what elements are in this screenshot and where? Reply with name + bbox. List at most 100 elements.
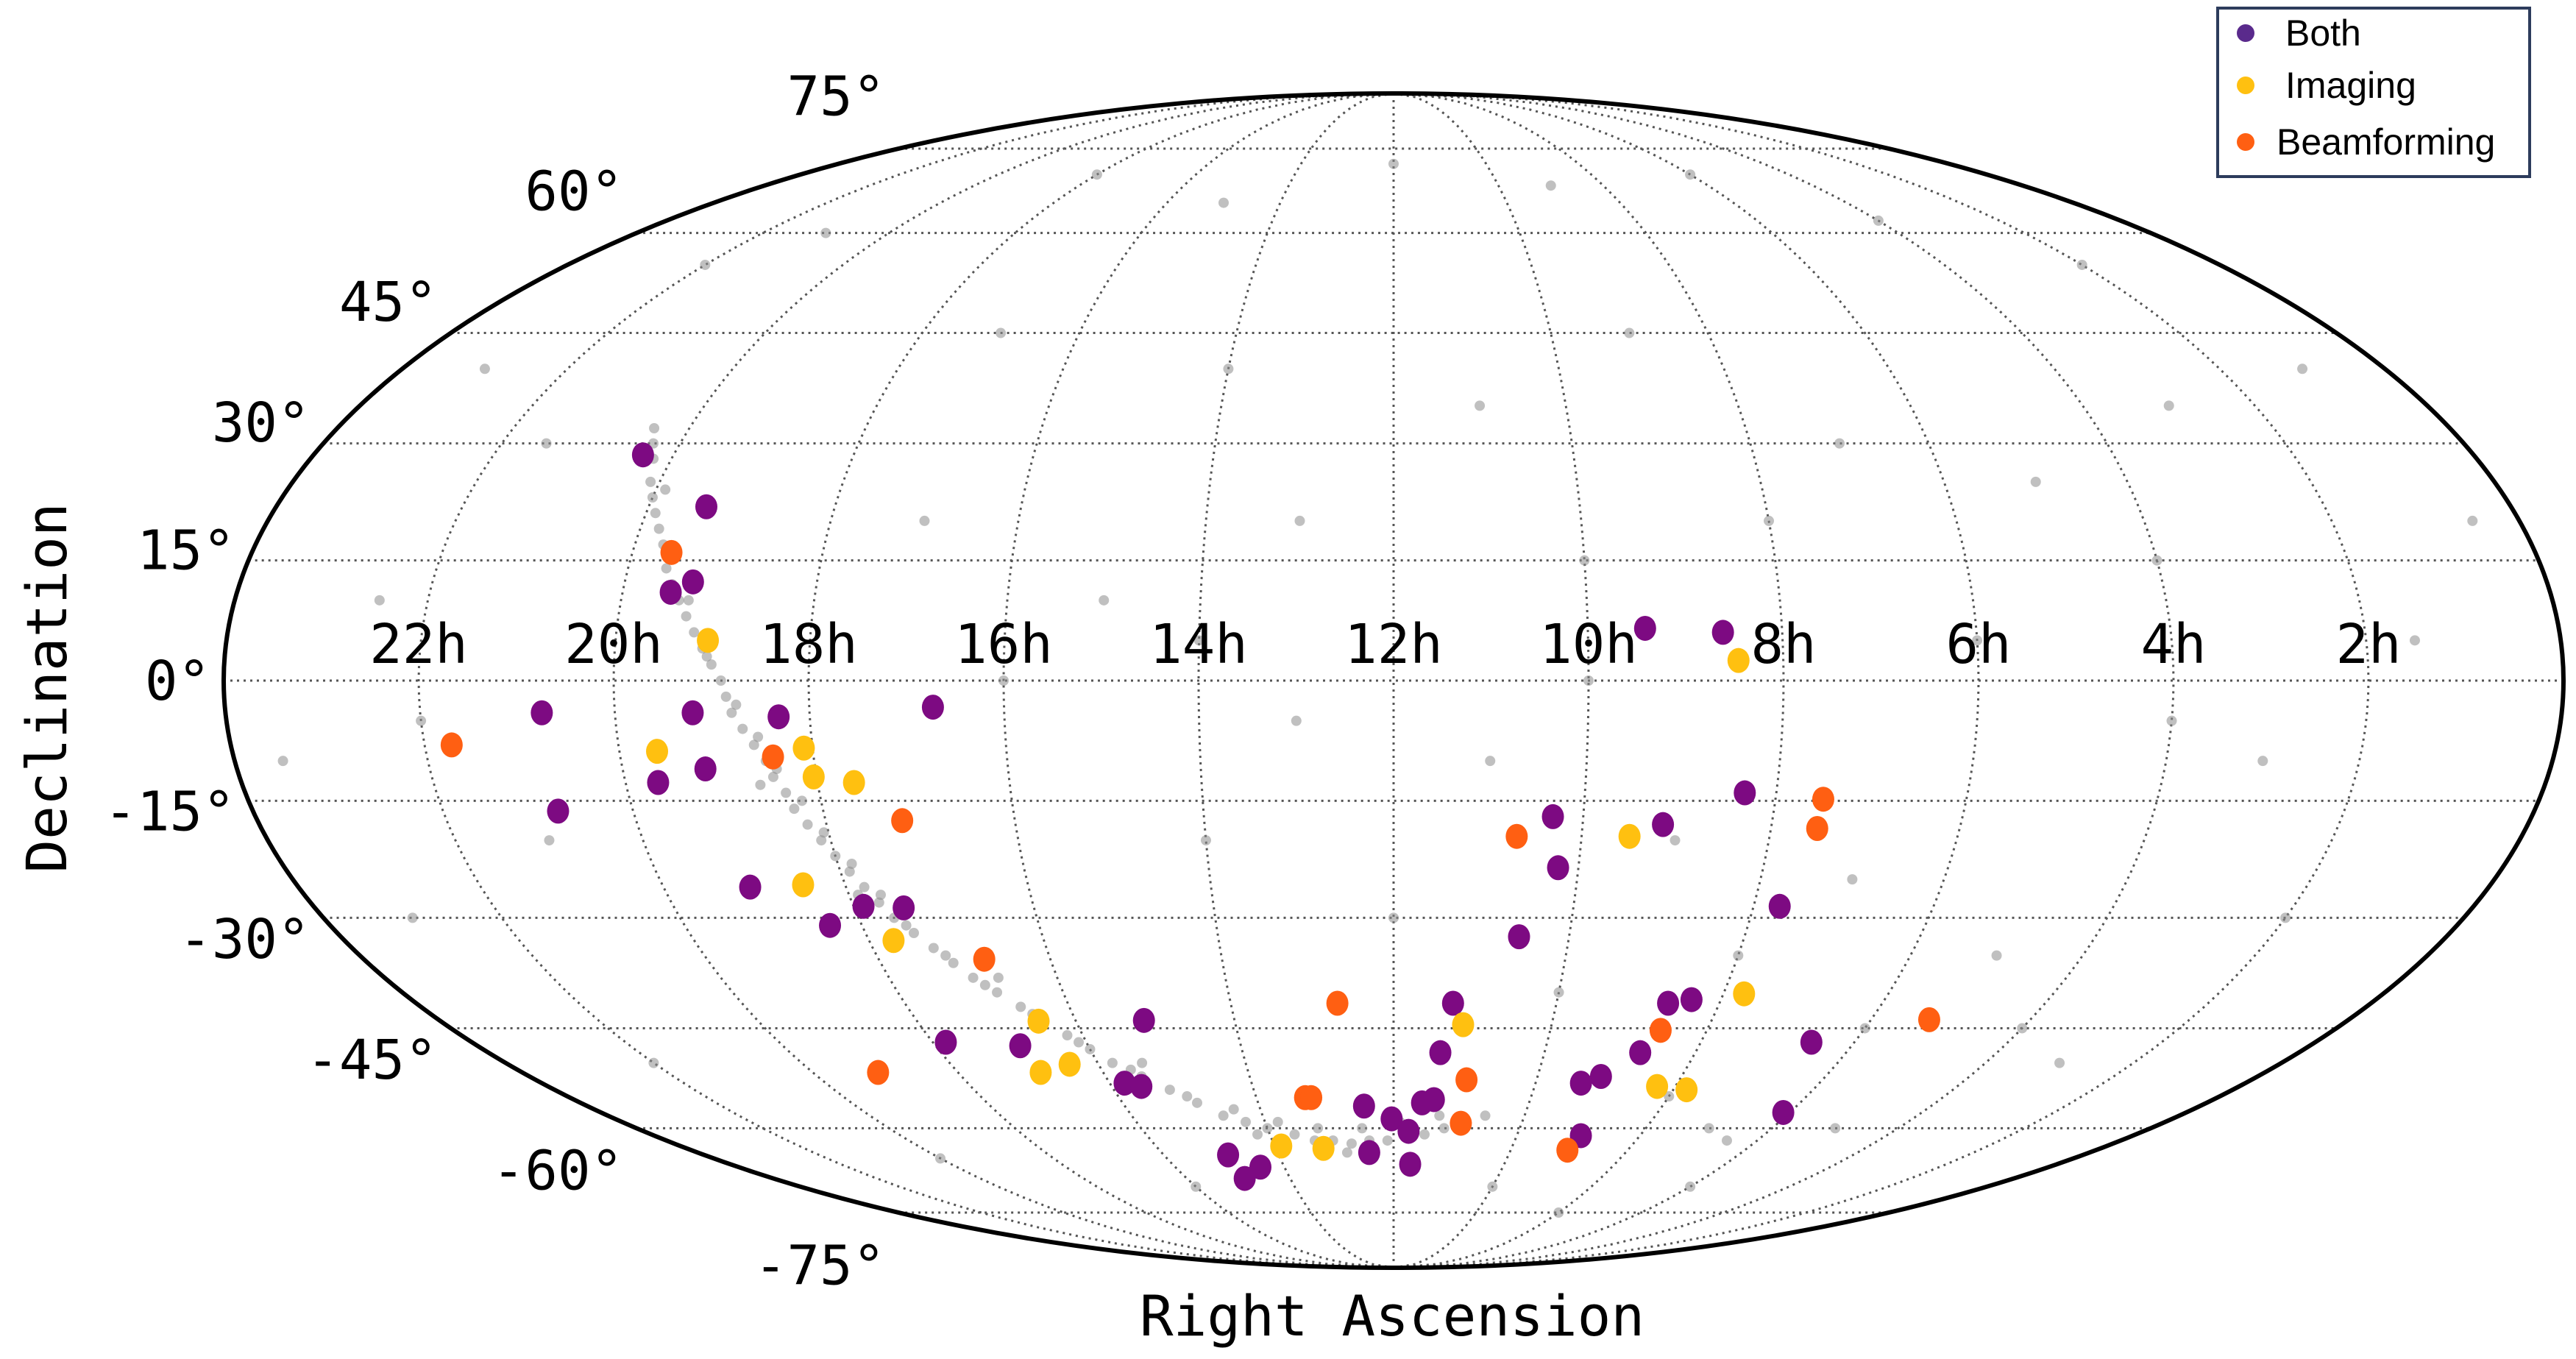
background-point	[1289, 1129, 1300, 1140]
background-point	[755, 779, 766, 790]
projection-boundary	[221, 91, 2566, 1270]
point-both	[1352, 1093, 1375, 1119]
point-both	[1399, 1152, 1422, 1177]
point-both	[1652, 812, 1675, 837]
background-point	[940, 950, 951, 961]
legend: Both Imaging Beamforming	[2216, 7, 2531, 178]
point-both	[1711, 620, 1734, 645]
point-imaging	[1027, 1008, 1050, 1034]
point-both	[531, 700, 553, 725]
background-point	[1553, 987, 1564, 998]
point-beamforming	[1300, 1085, 1323, 1110]
x-tick-label: 12h	[1344, 613, 1443, 676]
point-both	[1547, 855, 1569, 881]
point-imaging	[802, 764, 825, 790]
meridian-gridline	[1393, 92, 2370, 1269]
point-both	[921, 695, 944, 720]
background-point	[2076, 259, 2087, 270]
background-point	[816, 835, 827, 846]
point-imaging	[1452, 1012, 1475, 1037]
background-point	[2151, 555, 2162, 566]
point-beamforming	[891, 808, 914, 834]
background-point	[1972, 635, 1983, 646]
background-point	[1388, 912, 1399, 923]
point-both	[1009, 1033, 1032, 1059]
background-point	[901, 920, 912, 931]
background-point	[720, 691, 731, 702]
background-point	[653, 523, 664, 534]
background-point	[781, 787, 792, 798]
background-point	[1859, 1023, 1870, 1034]
background-point	[1685, 169, 1696, 180]
background-point	[1015, 1001, 1026, 1012]
background-point	[1091, 169, 1102, 180]
meridian-gridline	[1393, 92, 1785, 1269]
background-point	[681, 611, 692, 622]
background-point	[2166, 715, 2177, 726]
background-point	[541, 438, 552, 449]
point-both	[934, 1029, 957, 1055]
background-point	[968, 972, 979, 983]
background-point	[2467, 515, 2478, 526]
background-point	[701, 651, 712, 662]
point-both	[1422, 1087, 1445, 1113]
legend-box	[2216, 7, 2531, 178]
background-point	[1241, 1116, 1252, 1127]
point-imaging	[1675, 1077, 1698, 1103]
x-tick-label: 10h	[1539, 613, 1638, 676]
y-tick-label: 75°	[787, 65, 886, 129]
y-tick-label: 15°	[137, 519, 235, 582]
background-point	[374, 595, 385, 606]
point-both	[1113, 1071, 1136, 1096]
y-tick-label: 45°	[339, 271, 438, 334]
point-beamforming	[1806, 816, 1828, 842]
background-point	[979, 979, 990, 990]
background-point	[277, 756, 288, 767]
point-both	[1629, 1040, 1652, 1065]
background-point	[753, 731, 764, 742]
background-point	[1624, 327, 1635, 338]
background-point	[1357, 1123, 1368, 1134]
x-tick-label: 8h	[1750, 613, 1816, 676]
background-point	[1685, 1181, 1696, 1192]
background-point	[1346, 1138, 1357, 1149]
x-tick-label: 16h	[954, 613, 1053, 676]
point-both	[647, 770, 670, 795]
background-point	[996, 327, 1007, 338]
point-beamforming	[1649, 1018, 1672, 1043]
background-point	[1164, 1085, 1175, 1096]
meridian-gridline	[417, 92, 1394, 1269]
point-both	[1130, 1074, 1153, 1099]
background-points	[277, 158, 2478, 1218]
y-tick-label: -60°	[492, 1139, 623, 1202]
background-point	[1388, 158, 1399, 169]
background-point	[1438, 1123, 1450, 1134]
point-both	[1441, 990, 1464, 1016]
background-point	[645, 476, 656, 487]
background-point	[1670, 835, 1681, 846]
x-tick-label: 6h	[1945, 613, 2011, 676]
point-both	[695, 494, 717, 519]
tick-labels: 22h 20h 18h 16h 14h 12h 10h 8h 6h 4h 2h 75° 60° 45° 30…	[104, 65, 2401, 1298]
background-point	[2054, 1057, 2065, 1068]
y-tick-label: -75°	[754, 1234, 885, 1297]
background-point	[2030, 476, 2041, 487]
background-point	[648, 1057, 659, 1068]
point-imaging	[842, 770, 865, 795]
background-point	[1830, 1123, 1841, 1134]
legend-marker-beamforming	[2237, 133, 2254, 151]
x-tick-label: 2h	[2335, 613, 2401, 676]
point-both	[1380, 1106, 1403, 1132]
y-axis-title: Declination	[14, 503, 79, 873]
background-point	[1200, 835, 1211, 846]
point-beamforming	[1505, 823, 1528, 849]
background-point	[2163, 400, 2174, 411]
point-both	[659, 579, 682, 605]
background-point	[1434, 1110, 1445, 1121]
background-point	[844, 866, 855, 877]
background-point	[796, 795, 807, 806]
point-beamforming	[1556, 1138, 1579, 1163]
point-beamforming	[1917, 1007, 1940, 1032]
background-point	[859, 881, 870, 893]
background-point	[993, 972, 1004, 983]
